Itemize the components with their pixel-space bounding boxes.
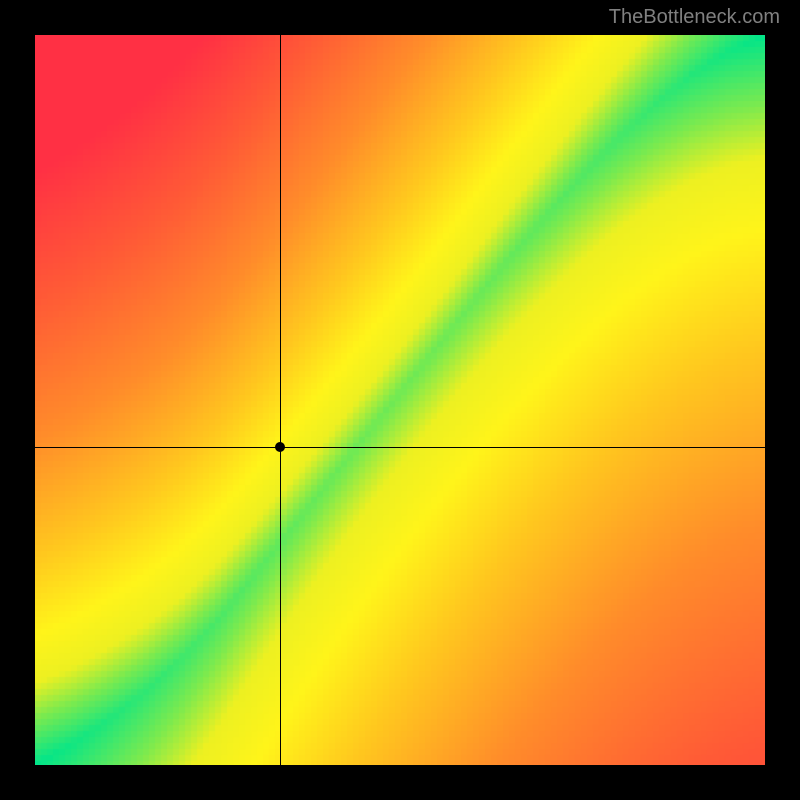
crosshair-horizontal <box>35 447 765 448</box>
heatmap-canvas <box>35 35 765 765</box>
watermark-text: TheBottleneck.com <box>609 6 780 29</box>
selection-marker <box>275 442 285 452</box>
crosshair-vertical <box>280 35 281 765</box>
bottleneck-heatmap <box>35 35 765 765</box>
